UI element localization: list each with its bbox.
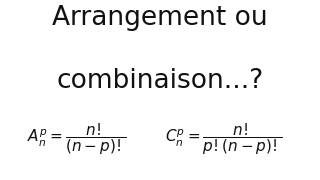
Text: $C_n^p = \dfrac{n!}{p!(n-p)!}$: $C_n^p = \dfrac{n!}{p!(n-p)!}$ — [165, 121, 283, 157]
Text: combinaison...?: combinaison...? — [56, 68, 264, 94]
Text: $A_n^p = \dfrac{n!}{(n-p)!}$: $A_n^p = \dfrac{n!}{(n-p)!}$ — [27, 121, 126, 157]
Text: Arrangement ou: Arrangement ou — [52, 5, 268, 31]
